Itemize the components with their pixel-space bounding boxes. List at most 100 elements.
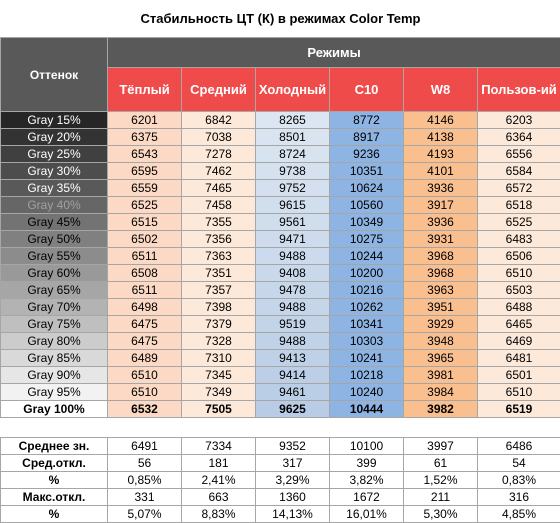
stats-cell: 5,07% — [107, 505, 182, 523]
column-header-row: Тёплый Средний Холодный С10 W8 Пользов-ий — [1, 67, 560, 112]
value-cell: 7462 — [181, 162, 256, 180]
stats-cell: 2,41% — [181, 471, 256, 489]
value-cell: 3917 — [403, 196, 478, 214]
value-cell: 7351 — [181, 264, 256, 282]
value-cell: 10560 — [329, 196, 404, 214]
value-cell: 6584 — [476, 162, 560, 180]
value-cell: 3981 — [403, 366, 478, 384]
stats-label: Сред.откл. — [0, 454, 108, 472]
value-cell: 3931 — [403, 230, 478, 248]
value-cell: 10303 — [329, 332, 404, 350]
value-cell: 7038 — [181, 128, 256, 146]
value-cell: 9561 — [255, 213, 330, 231]
value-cell: 6525 — [107, 196, 182, 214]
value-cell: 10444 — [329, 400, 404, 418]
shade-label: Gray 35% — [0, 179, 108, 197]
value-cell: 6469 — [476, 332, 560, 350]
shade-label: Gray 25% — [0, 145, 108, 163]
column-header: Холодный — [255, 67, 330, 112]
stats-cell: 8,83% — [181, 505, 256, 523]
value-cell: 3929 — [403, 315, 478, 333]
value-cell: 6572 — [476, 179, 560, 197]
value-cell: 9461 — [255, 383, 330, 401]
value-cell: 4193 — [403, 145, 478, 163]
stats-cell: 61 — [403, 454, 478, 472]
stats-cell: 7334 — [181, 437, 256, 455]
value-cell: 6532 — [107, 400, 182, 418]
data-row: Gray 15% 6201 6842 8265 8772 4146 6203 — [0, 111, 560, 129]
value-cell: 3968 — [403, 264, 478, 282]
shade-label: Gray 55% — [0, 247, 108, 265]
shade-label: Gray 30% — [0, 162, 108, 180]
stats-cell: 3,82% — [329, 471, 404, 489]
value-cell: 3984 — [403, 383, 478, 401]
value-cell: 10262 — [329, 298, 404, 316]
stats-label: Макс.откл. — [0, 488, 108, 506]
stats-label: % — [0, 471, 108, 489]
value-cell: 6515 — [107, 213, 182, 231]
value-cell: 7465 — [181, 179, 256, 197]
column-header: Пользов-ий — [476, 67, 560, 112]
value-cell: 6559 — [107, 179, 182, 197]
value-cell: 6502 — [107, 230, 182, 248]
value-cell: 9488 — [255, 298, 330, 316]
value-cell: 6543 — [107, 145, 182, 163]
value-cell: 7310 — [181, 349, 256, 367]
stats-cell: 14,13% — [255, 505, 330, 523]
shade-header: Оттенок — [0, 37, 108, 112]
value-cell: 6842 — [181, 111, 256, 129]
value-cell: 9478 — [255, 281, 330, 299]
value-cell: 6475 — [107, 315, 182, 333]
stats-cell: 663 — [181, 488, 256, 506]
value-cell: 7379 — [181, 315, 256, 333]
value-cell: 10349 — [329, 213, 404, 231]
shade-label: Gray 60% — [0, 264, 108, 282]
stats-cell: 0,85% — [107, 471, 182, 489]
shade-label: Gray 65% — [0, 281, 108, 299]
value-cell: 6510 — [107, 366, 182, 384]
shade-label: Gray 50% — [0, 230, 108, 248]
value-cell: 3948 — [403, 332, 478, 350]
stats-row: Сред.откл. 56 181 317 399 61 54 — [0, 454, 560, 472]
data-row: Gray 20% 6375 7038 8501 8917 4138 6364 — [0, 128, 560, 146]
value-cell: 3951 — [403, 298, 478, 316]
value-cell: 9752 — [255, 179, 330, 197]
value-cell: 9408 — [255, 264, 330, 282]
value-cell: 10624 — [329, 179, 404, 197]
stats-cell: 4,85% — [476, 505, 560, 523]
data-row: Gray 65% 6511 7357 9478 10216 3963 6503 — [0, 281, 560, 299]
value-cell: 8772 — [329, 111, 404, 129]
spacer — [0, 417, 560, 438]
value-cell: 9488 — [255, 247, 330, 265]
value-cell: 9519 — [255, 315, 330, 333]
modes-header: Режимы — [106, 37, 560, 68]
value-cell: 6489 — [107, 349, 182, 367]
value-cell: 6481 — [476, 349, 560, 367]
value-cell: 7458 — [181, 196, 256, 214]
value-cell: 10341 — [329, 315, 404, 333]
stats-cell: 331 — [107, 488, 182, 506]
stats-cell: 316 — [476, 488, 560, 506]
value-cell: 3965 — [403, 349, 478, 367]
value-cell: 9625 — [255, 400, 330, 418]
value-cell: 6511 — [107, 247, 182, 265]
data-row: Gray 85% 6489 7310 9413 10241 3965 6481 — [0, 349, 560, 367]
stats-cell: 10100 — [329, 437, 404, 455]
value-cell: 7328 — [181, 332, 256, 350]
shade-label: Gray 20% — [0, 128, 108, 146]
value-cell: 7398 — [181, 298, 256, 316]
stats-cell: 3,29% — [255, 471, 330, 489]
value-cell: 6503 — [476, 281, 560, 299]
stats-cell: 0,83% — [476, 471, 560, 489]
value-cell: 10216 — [329, 281, 404, 299]
value-cell: 3968 — [403, 247, 478, 265]
value-cell: 8917 — [329, 128, 404, 146]
stats-label: Среднее зн. — [0, 437, 108, 455]
value-cell: 6525 — [476, 213, 560, 231]
value-cell: 6508 — [107, 264, 182, 282]
value-cell: 6506 — [476, 247, 560, 265]
value-cell: 9414 — [255, 366, 330, 384]
column-header: С10 — [329, 67, 404, 112]
stats-cell: 6486 — [476, 437, 560, 455]
